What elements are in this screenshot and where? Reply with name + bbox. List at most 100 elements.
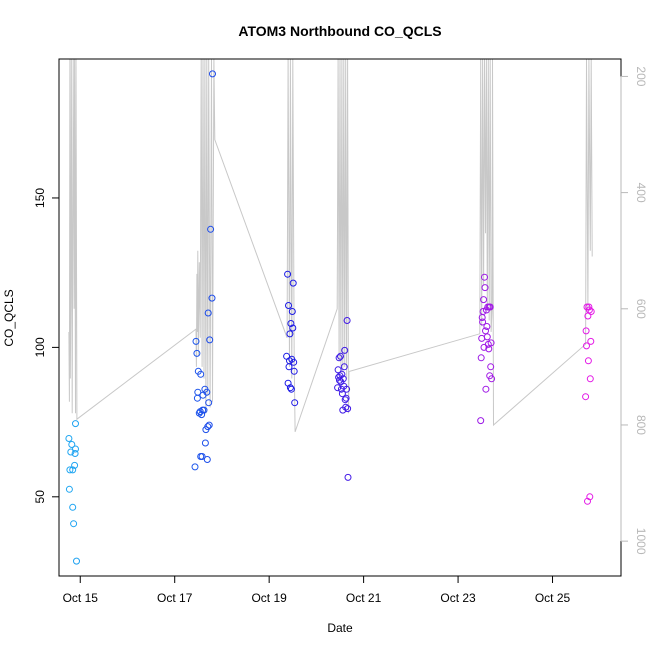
y-axis-label: CO_QCLS [2,289,16,346]
y-tick-label: 50 [33,490,47,504]
data-point [207,225,215,233]
chart-title: ATOM3 Northbound CO_QCLS [238,23,441,39]
x-axis: Oct 15 Oct 17 Oct 19 Oct 21 Oct 23 Oct 25 [63,575,571,605]
data-point [291,399,299,407]
data-point [583,342,590,350]
right-pressure-axis: 200 400 600 800 1000 [620,66,648,555]
data-point [343,385,351,393]
data-point [72,445,79,453]
data-point [338,390,346,398]
data-point [286,330,294,338]
data-point [483,323,491,330]
data-point [289,279,297,287]
data-point [290,367,298,375]
y-tick-label: 100 [33,337,47,357]
data-point [344,405,352,413]
data-point [342,403,350,411]
data-point [68,441,76,448]
y2-tick-label: 200 [634,66,648,86]
data-point [487,363,495,371]
x-tick-label: Oct 21 [346,591,382,605]
data-point [343,317,351,324]
y2-tick-label: 800 [634,415,648,435]
data-point [197,370,205,378]
data-point [192,337,200,345]
pressure-line [68,58,593,433]
data-point [479,308,487,315]
data-point [206,336,214,344]
data-point [72,420,79,428]
data-point [203,388,211,396]
y2-tick-label: 1000 [634,528,648,555]
data-point [337,352,344,360]
data-point [487,339,495,347]
data-point [194,388,202,396]
data-point [341,396,349,404]
data-point [204,309,212,317]
data-point [200,406,208,414]
data-point [65,435,73,442]
data-point [334,384,342,392]
x-tick-label: Oct 19 [251,591,287,605]
y-tick-label: 150 [33,188,47,208]
data-point [191,463,199,471]
data-point [488,375,496,383]
data-point [336,376,343,384]
data-point [582,327,590,335]
data-point [287,385,295,393]
data-point [205,399,213,407]
data-point [69,503,77,511]
data-point [481,284,489,292]
data-point [585,306,593,314]
data-point [482,385,490,393]
data-point [478,334,486,342]
data-point [486,303,494,311]
y2-tick-label: 600 [634,299,648,319]
data-point [288,308,296,315]
data-point [70,520,78,528]
x-axis-label: Date [327,621,353,635]
data-point [586,375,594,383]
data-point [201,439,209,447]
data-point [198,453,206,460]
data-point [71,450,79,457]
data-point [286,384,294,392]
data-point [587,308,595,315]
data-points-layer [65,70,595,565]
data-point [71,461,79,469]
data-point [340,363,348,371]
data-point [290,358,298,366]
data-point [289,324,297,332]
data-point [338,370,346,378]
x-tick-label: Oct 23 [440,591,476,605]
data-point [339,375,347,383]
data-point [209,70,216,78]
data-point [477,354,485,362]
data-point [342,394,350,402]
data-point [65,485,73,493]
data-point [344,473,352,481]
data-point [203,456,211,463]
data-point [587,337,595,345]
data-point [208,294,216,302]
y-axis: 50 100 150 [33,188,60,504]
data-point [481,273,488,281]
data-point [66,466,74,474]
data-point [69,466,77,474]
data-point [477,417,485,425]
data-point [284,270,292,278]
data-point [285,302,292,309]
data-point [586,493,594,501]
data-point [334,366,342,374]
data-point [287,320,295,327]
data-point [480,296,488,304]
data-point [193,349,201,357]
data-point [73,557,80,565]
pressure-line-layer [68,58,593,433]
data-point [335,354,343,362]
data-point [479,318,487,326]
data-point [584,357,592,365]
data-point [204,423,212,431]
data-point [205,421,213,429]
